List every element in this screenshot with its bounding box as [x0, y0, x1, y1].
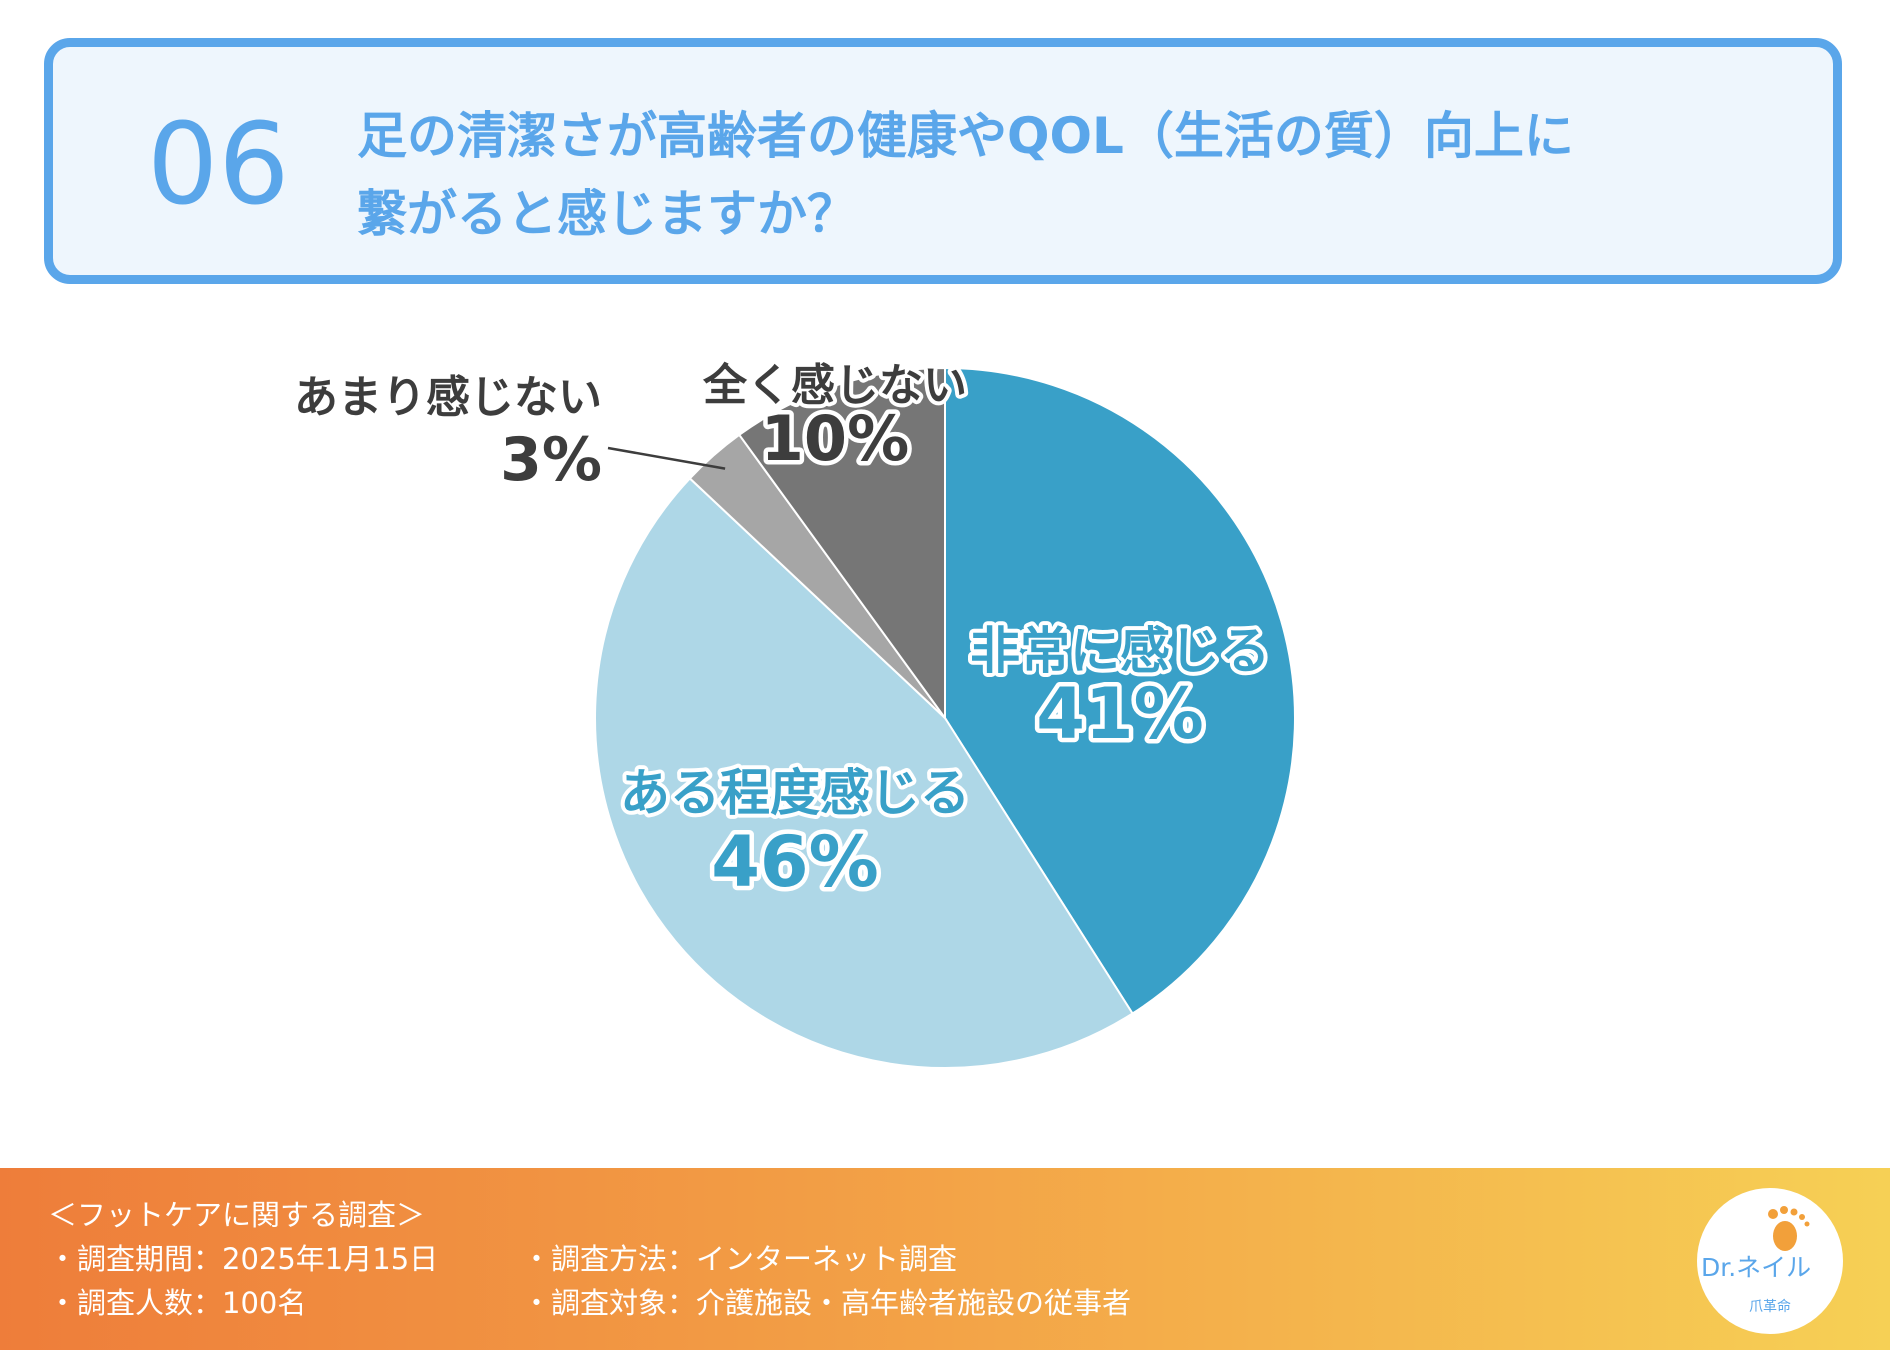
- survey-count: ・調査人数：100名: [48, 1286, 307, 1320]
- pie-slice-never: [737, 366, 946, 722]
- slice-value-somewhat: 46%: [711, 821, 879, 903]
- survey-period: ・調査期間：2025年1月15日: [48, 1242, 439, 1276]
- question-box: 06 足の清潔さが高齢者の健康やQOL（生活の質）向上に 繋がると感じますか？: [44, 38, 1842, 284]
- slice-value-rarely: 3%: [500, 425, 602, 495]
- logo-subtext: 爪革命: [1749, 1299, 1791, 1315]
- leader-line-rarely: [607, 446, 726, 470]
- question-line-1: 足の清潔さが高齢者の健康やQOL（生活の質）向上に: [357, 107, 1574, 165]
- pie-slice-somewhat: [594, 476, 1134, 1069]
- slice-label-somewhat: ある程度感じる: [620, 764, 970, 822]
- survey-title: ＜フットケアに関する調査＞: [48, 1198, 426, 1232]
- question-text: 足の清潔さが高齢者の健康やQOL（生活の質）向上に 繋がると感じますか？: [357, 97, 1797, 253]
- survey-footer: ＜フットケアに関する調査＞ ・調査期間：2025年1月15日 ・調査方法：インタ…: [0, 1168, 1890, 1350]
- dr-nail-logo: Dr.ネイル 爪革命: [1697, 1188, 1843, 1334]
- footprint-icon: [1768, 1206, 1810, 1251]
- question-line-2: 繋がると感じますか？: [357, 185, 857, 243]
- slice-label-rarely: あまり感じない: [294, 372, 602, 423]
- slice-value-very: 41%: [1036, 673, 1204, 755]
- logo-text: Dr.ネイル: [1701, 1253, 1812, 1282]
- question-number: 06: [147, 100, 290, 230]
- survey-method: ・調査方法：インターネット調査: [522, 1242, 958, 1276]
- survey-target: ・調査対象：介護施設・高年齢者施設の従事者: [522, 1286, 1132, 1320]
- slice-label-very: 非常に感じる: [970, 622, 1270, 680]
- slice-label-never: 全く感じない: [702, 360, 967, 411]
- slice-value-never: 10%: [761, 402, 909, 475]
- pie-slice-very: [944, 366, 1296, 1015]
